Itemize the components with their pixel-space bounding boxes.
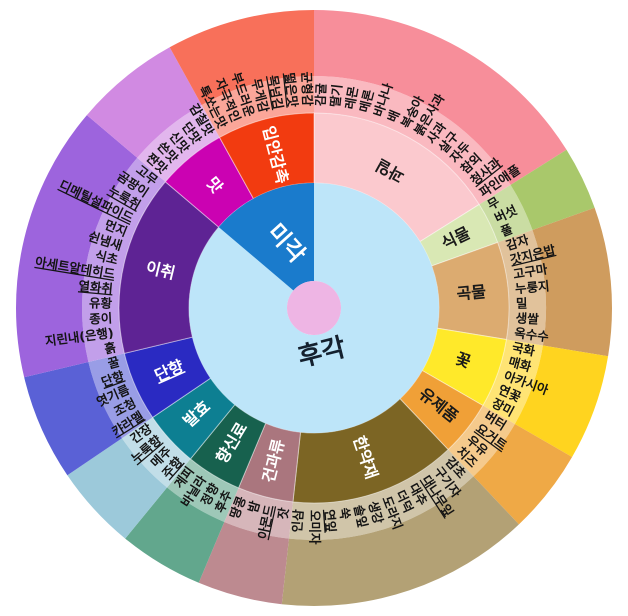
category-label: 꽃 <box>453 349 474 372</box>
category-band-inner <box>288 449 474 540</box>
category-band-inner <box>482 339 543 424</box>
item-label: 쑥 <box>337 507 354 521</box>
category-band-outer <box>24 361 122 476</box>
item-label: 배 <box>384 108 402 124</box>
item-label: 감자 <box>504 232 531 253</box>
category-band-outer <box>169 10 314 106</box>
item-label: 메론 <box>356 88 376 115</box>
category-band-outer <box>86 47 202 158</box>
item-label: 목넘김 <box>265 74 286 111</box>
sense-wedge <box>218 183 314 291</box>
category-band-outer <box>198 521 289 605</box>
item-label: 밤 <box>245 499 263 515</box>
category-band-inner <box>497 229 546 346</box>
item-label: 오미자 <box>308 510 323 545</box>
category-band-inner <box>167 458 239 522</box>
category-band-inner <box>201 76 314 138</box>
category-band-inner <box>314 76 511 205</box>
category-band-inner <box>448 405 515 477</box>
item-label: 고구마 <box>512 261 549 281</box>
item-label: 국화 <box>511 340 537 359</box>
item-label: 연잎 <box>322 509 339 533</box>
item-label: 생강 <box>365 499 386 526</box>
item-label: 꿀 <box>106 354 122 372</box>
category-band-outer <box>532 207 612 357</box>
item-label: 레몬 <box>342 85 361 111</box>
item-label: 단향 <box>99 368 126 390</box>
item-label: 아몬드 <box>255 503 277 540</box>
item-label: 누룽지 <box>514 278 550 296</box>
center-circle <box>287 281 341 335</box>
item-label: 균형감 <box>299 71 315 107</box>
category-band-inner <box>88 353 153 439</box>
item-label: 잣 <box>275 506 292 520</box>
item-label: 떫은맛 <box>282 72 301 108</box>
category-band-inner <box>121 417 191 488</box>
category-band-outer <box>67 438 168 539</box>
category-band-outer <box>514 345 609 457</box>
item-label: 생쌀 <box>515 310 539 326</box>
category-band-inner <box>81 157 166 362</box>
item-label: 열화취 <box>78 278 114 296</box>
item-label: 식초 <box>94 247 120 267</box>
category-band-inner <box>224 487 293 539</box>
category-band-inner <box>479 184 533 243</box>
item-label: 인삼 <box>289 508 306 533</box>
category-band-outer <box>473 424 573 525</box>
item-label: 감귤 <box>313 82 329 106</box>
item-label: 솔잎 <box>351 503 371 529</box>
item-label: 밀 <box>516 296 528 311</box>
item-label: 딸기 <box>327 83 344 108</box>
item-label: 종이 <box>89 310 113 326</box>
item-label: 흙 <box>103 339 118 356</box>
category-band-outer <box>125 487 225 583</box>
item-label: 매화 <box>507 354 534 375</box>
category-band-outer <box>281 476 519 606</box>
item-label: 옥수수 <box>514 325 551 344</box>
category-band-outer <box>15 115 138 378</box>
item-label: 유황 <box>89 295 113 310</box>
category-band-inner <box>137 105 220 182</box>
category-label: 곡물 <box>456 282 487 304</box>
category-band-outer <box>314 10 567 185</box>
category-band-outer <box>510 149 595 230</box>
sense-wedge <box>189 183 440 434</box>
